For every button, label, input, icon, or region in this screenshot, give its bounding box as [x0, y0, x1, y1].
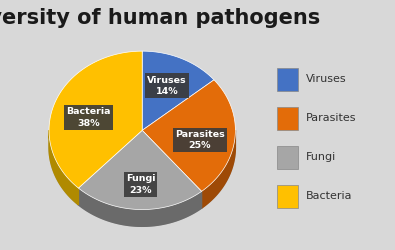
Bar: [276, 146, 298, 169]
Text: Fungi: Fungi: [306, 152, 337, 162]
Polygon shape: [49, 130, 79, 205]
Text: Parasites: Parasites: [306, 113, 357, 123]
Polygon shape: [49, 51, 142, 188]
Polygon shape: [79, 130, 201, 210]
Bar: [276, 107, 298, 130]
Text: Fungi
23%: Fungi 23%: [126, 174, 155, 195]
Text: Parasites
25%: Parasites 25%: [175, 130, 225, 150]
Text: Viruses: Viruses: [306, 74, 347, 84]
Text: Bacteria
38%: Bacteria 38%: [66, 107, 111, 128]
Polygon shape: [142, 51, 214, 130]
Bar: [276, 68, 298, 90]
Polygon shape: [49, 68, 235, 226]
Polygon shape: [142, 80, 235, 191]
Polygon shape: [201, 130, 235, 208]
Text: Diversity of human pathogens: Diversity of human pathogens: [0, 8, 320, 28]
Bar: [276, 185, 298, 208]
Text: Viruses
14%: Viruses 14%: [147, 76, 186, 96]
Text: Bacteria: Bacteria: [306, 191, 353, 201]
Polygon shape: [79, 188, 201, 226]
